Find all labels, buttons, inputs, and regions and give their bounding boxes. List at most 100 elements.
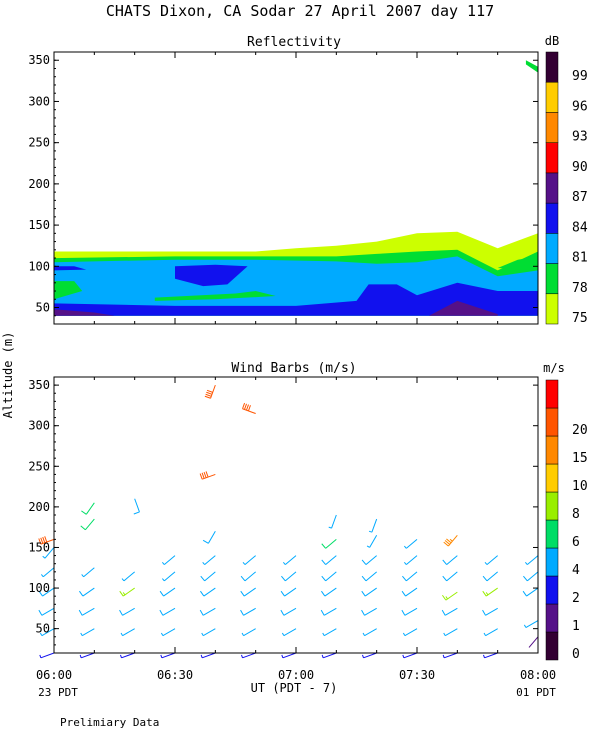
wind-barb-half-feather xyxy=(281,632,285,636)
wind-barb xyxy=(280,607,297,616)
reflectivity-region xyxy=(175,264,248,287)
reflectivity-ytick-label: 300 xyxy=(28,94,50,108)
wind-barb-staff xyxy=(123,571,135,582)
wind-barb xyxy=(159,587,176,597)
wind-colorbar-label: 0 xyxy=(572,647,580,662)
wind-barb xyxy=(80,628,95,637)
wind-barb-feather xyxy=(280,609,285,616)
wind-barb-staff xyxy=(283,607,297,616)
wind-barb-staff xyxy=(484,652,498,659)
wind-barb-half-feather xyxy=(362,654,364,658)
wind-barb-half-feather xyxy=(81,574,84,578)
wind-barb-feather xyxy=(441,609,446,616)
reflectivity-region xyxy=(54,281,83,300)
reflectivity-axes: 50 100 150 200 250 300 350 xyxy=(28,51,539,325)
wind-barb xyxy=(201,628,216,637)
wind-barb-feather xyxy=(321,559,326,565)
wind-barb-half-feather xyxy=(368,530,373,533)
reflectivity-colorbar-label: 93 xyxy=(572,130,588,145)
x-end-local-label: 01 PDT xyxy=(516,686,556,699)
wind-colorbar-swatch xyxy=(545,379,559,409)
wind-barb-staff xyxy=(364,607,377,616)
wind-barb xyxy=(281,652,297,659)
wind-barb-staff xyxy=(284,555,297,565)
wind-barb xyxy=(120,652,135,659)
wind-barb-feather xyxy=(38,538,42,545)
wind-barb-feather xyxy=(482,575,488,582)
wind-barb-staff xyxy=(244,571,256,582)
wind-barb-staff xyxy=(202,607,216,616)
wind-barb-half-feather xyxy=(42,555,46,559)
wind-barb xyxy=(321,587,337,597)
wind-barb-half-feather xyxy=(242,561,246,565)
wind-barb-feather xyxy=(321,590,326,597)
wind-barb xyxy=(402,652,418,659)
wind-barb-staff xyxy=(364,628,377,637)
wind-barb xyxy=(366,535,378,548)
wind-barb-staff xyxy=(323,628,337,637)
wind-barb xyxy=(81,567,95,578)
wind-barb-half-feather xyxy=(523,624,527,628)
wind-barb xyxy=(402,628,418,637)
wind-barb xyxy=(241,628,256,637)
wind-barb-feather xyxy=(247,405,251,412)
wind-barb xyxy=(39,628,55,637)
wind-barb-feather xyxy=(522,590,527,597)
wind-colorbar-swatch xyxy=(545,631,559,661)
wind-barb xyxy=(159,607,176,616)
wind-barb-staff xyxy=(404,607,418,616)
reflectivity-regions xyxy=(54,60,538,316)
wind-barb-feather xyxy=(203,471,207,478)
wind-barb-staff xyxy=(363,652,377,659)
wind-barb-feather xyxy=(240,590,245,597)
wind-barb-staff xyxy=(526,587,539,597)
reflectivity-region xyxy=(54,282,538,316)
wind-barb-half-feather xyxy=(402,654,405,658)
reflectivity-colorbar-swatch xyxy=(545,142,559,174)
wind-barb xyxy=(524,555,539,565)
wind-barb-staff xyxy=(121,652,135,659)
wind-barb-staff xyxy=(485,607,498,616)
wind-barb-half-feather xyxy=(485,592,489,596)
wind-barb xyxy=(200,571,216,582)
wind-barb-half-feather xyxy=(241,654,243,658)
wind-barb-staff xyxy=(42,567,55,578)
reflectivity-colorbar-swatch xyxy=(545,81,559,113)
wind-barb xyxy=(328,514,337,529)
wind-barb-staff xyxy=(447,534,458,547)
wind-barb-staff xyxy=(202,652,216,659)
wind-barb xyxy=(443,534,458,547)
wind-barb-feather xyxy=(280,590,285,597)
wind-barb-feather xyxy=(200,575,205,582)
wind-barb-feather xyxy=(401,590,406,597)
wind-barb-half-feather xyxy=(122,592,126,596)
wind-colorbar-label: 10 xyxy=(572,479,588,494)
wind-barb-half-feather xyxy=(402,632,406,636)
wind-barb xyxy=(281,571,297,582)
wind-colorbar: 0 1 2 4 6 8 10 15 20 xyxy=(545,379,588,662)
wind-barb xyxy=(202,530,216,544)
wind-barb-feather xyxy=(361,609,365,616)
wind-barb-staff xyxy=(204,555,216,565)
wind-barb-staff xyxy=(405,571,418,582)
reflectivity-colorbar-swatch xyxy=(545,172,559,204)
wind-barb-staff xyxy=(485,628,498,637)
wind-barb xyxy=(79,652,95,659)
wind-barb-feather xyxy=(361,559,367,565)
reflectivity-colorbar-label: 84 xyxy=(572,220,588,235)
wind-barb-half-feather xyxy=(282,561,286,565)
wind-barb-staff xyxy=(365,571,377,582)
wind-barb-staff xyxy=(282,652,297,659)
wind-barb xyxy=(38,536,55,545)
wind-barb-half-feather xyxy=(241,632,244,636)
wind-barb xyxy=(121,571,135,582)
wind-barb-staff xyxy=(81,652,95,659)
wind-barb-feather xyxy=(446,538,452,544)
wind-barb-half-feather xyxy=(161,561,165,565)
wind-barb xyxy=(79,587,95,597)
wind-barb xyxy=(120,628,135,637)
wind-barbs-panel: Wind Barbs (m/s) 5010015020025030035006:… xyxy=(28,361,587,682)
wind-barb xyxy=(322,628,337,637)
wind-barb-staff xyxy=(325,538,337,549)
wind-barb-half-feather xyxy=(403,545,407,549)
